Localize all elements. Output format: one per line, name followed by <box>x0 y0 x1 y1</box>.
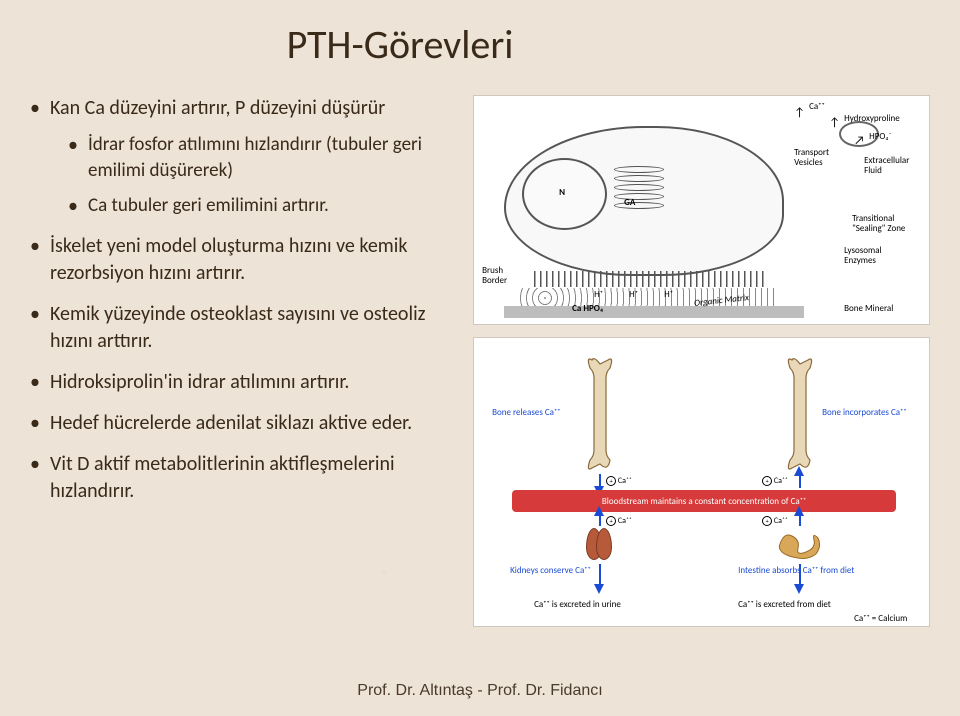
bullet: Hedef hücrelerde adenilat siklazı aktive… <box>30 410 457 437</box>
label-bone-mineral: Bone Mineral <box>844 304 893 314</box>
label-h-plus: H⁺ <box>664 290 673 300</box>
bullet-text: Kan Ca düzeyini artırır, P düzeyini düşü… <box>50 96 385 120</box>
bullet-text: Ca tubuler geri emilimini artırır. <box>88 194 329 217</box>
bone-icon <box>784 354 816 474</box>
arrow-icon: ↑ <box>829 116 840 130</box>
ca-ion-label: + Ca⁺⁺ <box>762 476 788 486</box>
ca-ion-label: + Ca⁺⁺ <box>606 476 632 486</box>
label-hydroxyproline: Hydroxyproline <box>844 114 900 124</box>
label-h-plus: H⁺ <box>594 290 603 300</box>
image-column: Ca⁺⁺ Hydroxyproline HPO₄⁻ Transport Vesi… <box>473 95 930 627</box>
slide-title: PTH-Görevleri <box>190 20 610 69</box>
bullet: Kemik yüzeyinde osteoklast sayısını ve o… <box>30 301 457 355</box>
label-ca-equals-calcium: Ca⁺⁺ = Calcium <box>854 614 907 624</box>
arrow-up-icon <box>794 506 804 516</box>
golgi-apparatus <box>614 166 664 221</box>
bone-mineral <box>504 306 804 318</box>
arrow-up-icon <box>794 466 804 476</box>
bullet-text: Kemik yüzeyinde osteoklast sayısını ve o… <box>50 302 426 353</box>
footer-credit: Prof. Dr. Altıntaş - Prof. Dr. Fidancı <box>0 682 960 700</box>
brush-border <box>534 271 764 287</box>
label-ca-excreted-diet: Ca⁺⁺ is excreted from diet <box>738 600 831 610</box>
label-brush-border: Brush Border <box>482 266 507 286</box>
label-bone-releases: Bone releases Ca⁺⁺ <box>492 408 560 418</box>
bullet: Hidroksiprolin'in idrar atılımını artırı… <box>30 369 457 396</box>
arrow-line <box>599 564 601 586</box>
label-kidneys-conserve: Kidneys conserve Ca⁺⁺ <box>510 566 591 576</box>
label-transport-vesicles: Transport Vesicles <box>794 148 829 168</box>
label-ca-excreted-urine: Ca⁺⁺ is excreted in urine <box>534 600 621 610</box>
bullet-text: Hedef hücrelerde adenilat siklazı aktive… <box>50 411 412 435</box>
arrow-line <box>799 474 801 488</box>
ca-ion-label: + Ca⁺⁺ <box>762 516 788 526</box>
ca-ion-label: + Ca⁺⁺ <box>606 516 632 526</box>
label-bone-incorporates: Bone incorporates Ca⁺⁺ <box>822 408 907 418</box>
label-transitional-zone: Transitional "Sealing" Zone <box>852 214 905 234</box>
arrow-up-icon <box>594 506 604 516</box>
bullet-text: İdrar fosfor atılımını hızlandırır (tubu… <box>88 133 422 182</box>
label-intestine-absorbs: Intestine absorbs Ca⁺⁺ from diet <box>738 566 854 576</box>
slide: PTH-Görevleri Kan Ca düzeyini artırır, P… <box>0 0 960 716</box>
bullet: Vit D aktif metabolitlerinin aktifleşmel… <box>30 451 457 505</box>
label-hpo4: HPO₄⁻ <box>869 132 892 142</box>
arrow-down-icon <box>794 584 804 594</box>
bloodstream-bar: Bloodstream maintains a constant concent… <box>512 490 896 512</box>
label-ca: Ca⁺⁺ <box>809 102 825 112</box>
calcium-cycle-diagram: Bone releases Ca⁺⁺ Bone incorporates Ca⁺… <box>473 337 930 627</box>
label-extracellular-fluid: Extracellular Fluid <box>864 156 909 176</box>
arrow-icon: ↑ <box>794 106 805 120</box>
arrow-icon: ↗ <box>854 134 865 148</box>
intestine-icon <box>776 528 822 560</box>
bullet-text: İskelet yeni model oluşturma hızını ve k… <box>50 234 407 285</box>
bullet-text: Vit D aktif metabolitlerinin aktifleşmel… <box>50 452 395 503</box>
arrow-line <box>799 564 801 586</box>
osteoclast-cell-diagram: Ca⁺⁺ Hydroxyproline HPO₄⁻ Transport Vesi… <box>473 95 930 325</box>
sub-bullet: İdrar fosfor atılımını hızlandırır (tubu… <box>68 132 457 183</box>
label-h-plus: H⁺ <box>629 290 638 300</box>
label-nucleus: N <box>559 188 565 198</box>
label-lysosomal-enzymes: Lysosomal Enzymes <box>844 246 882 266</box>
sub-bullet: Ca tubuler geri emilimini artırır. <box>68 193 457 219</box>
text-column: Kan Ca düzeyini artırır, P düzeyini düşü… <box>30 95 457 627</box>
arrow-down-icon <box>594 584 604 594</box>
bloodstream-label: Bloodstream maintains a constant concent… <box>602 496 806 507</box>
bullet: Kan Ca düzeyini artırır, P düzeyini düşü… <box>30 95 457 219</box>
kidney-icon <box>586 528 612 562</box>
content-row: Kan Ca düzeyini artırır, P düzeyini düşü… <box>30 95 930 627</box>
bone-icon <box>584 354 616 474</box>
bullet-text: Hidroksiprolin'in idrar atılımını artırı… <box>50 370 349 394</box>
label-cahpo4: Ca HPO₄ <box>572 304 603 314</box>
bullet: İskelet yeni model oluşturma hızını ve k… <box>30 233 457 287</box>
label-ga: GA <box>624 198 635 208</box>
